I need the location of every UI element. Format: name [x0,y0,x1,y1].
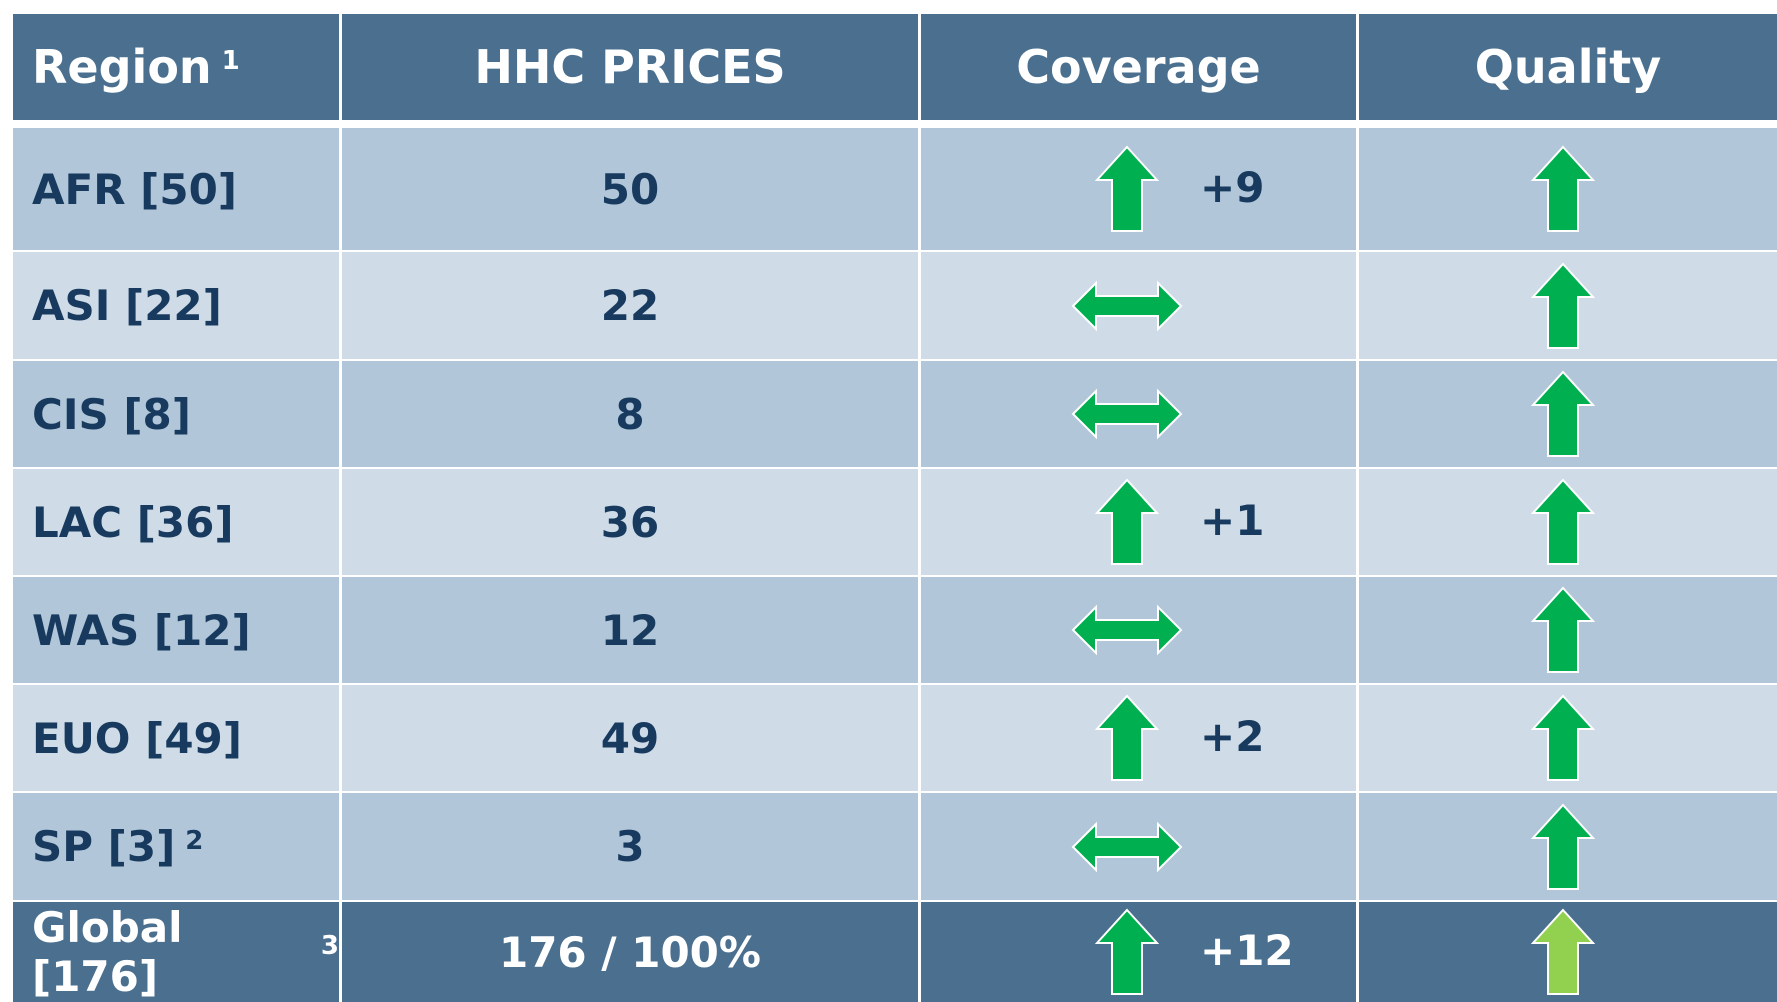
up-arrow [1531,803,1595,890]
up-arrow [1531,145,1595,232]
price-cell: 22 [342,252,918,359]
price-value: 176 / 100% [498,927,761,977]
region-name: CIS [8] [32,389,191,439]
coverage-change: +1 [1200,496,1265,545]
region-name: AFR [50] [32,164,237,214]
arrow-shape [1071,604,1183,656]
up-arrow [1531,478,1595,565]
price-cell: 36 [342,469,918,575]
up-arrow [1531,694,1595,781]
up-arrow [1531,262,1595,349]
arrow-shape [1095,694,1159,781]
arrow-shape [1071,280,1183,331]
region-name: Global [176] [32,903,183,1001]
header-cell: HHC PRICES [342,14,918,120]
arrow-shape [1531,586,1595,673]
header-text: Coverage [1016,40,1261,94]
region-cell: CIS [8] [13,361,339,467]
up-arrow [1095,694,1159,781]
price-cell: 50 [342,128,918,250]
arrow-shape [1531,145,1595,232]
region-name: LAC [36] [32,497,234,547]
price-value: 12 [600,605,660,655]
region-cell: EUO [49] [13,685,339,791]
up-arrow [1095,145,1159,232]
arrow-shape [1531,262,1595,349]
region-cell: SP [3] 2 [13,793,339,900]
arrow-shape [1095,478,1159,565]
footnote-mark: 3 [320,931,339,961]
price-value: 8 [615,389,645,439]
region-cell: Global [176] 3 [13,902,339,1002]
region-name: ASI [22] [32,281,222,330]
header-text: Quality [1474,40,1662,94]
price-value: 49 [600,713,660,763]
arrow-shape [1071,388,1183,440]
footnote-mark: 2 [185,825,204,856]
arrow-shape [1071,821,1183,872]
region-cell: AFR [50] [13,128,339,250]
flat-arrow [1071,604,1183,656]
header-cell: Quality [1359,14,1777,120]
region-cell: LAC [36] [13,469,339,575]
header-text: HHC PRICES [474,40,786,94]
header-cell: Region 1 [13,14,339,120]
footnote-mark: 1 [221,46,240,76]
flat-arrow [1071,388,1183,440]
up-arrow [1095,908,1159,995]
up-arrow [1531,586,1595,673]
coverage-change: +9 [1200,163,1265,212]
region-name: EUO [49] [32,713,242,763]
up-arrow [1095,478,1159,565]
region-cell: WAS [12] [13,577,339,683]
price-cell: 8 [342,361,918,467]
arrow-shape [1531,803,1595,890]
arrow-shape [1531,694,1595,781]
price-cell: 49 [342,685,918,791]
coverage-change: +2 [1200,712,1265,761]
price-value: 36 [600,497,660,547]
up-arrow [1531,908,1595,995]
up-arrow [1531,370,1595,457]
arrow-shape [1531,478,1595,565]
region-name: SP [3] [32,822,176,871]
region-name: WAS [12] [32,605,251,655]
coverage-change: +12 [1200,926,1294,975]
header-text: Region [32,40,212,94]
arrow-shape [1095,145,1159,232]
price-cell: 3 [342,793,918,900]
header-cell: Coverage [921,14,1356,120]
flat-arrow [1071,821,1183,872]
price-cell: 176 / 100% [342,902,918,1002]
price-value: 50 [600,164,660,214]
arrow-shape [1531,370,1595,457]
region-cell: ASI [22] [13,252,339,359]
flat-arrow [1071,280,1183,331]
price-value: 22 [600,281,660,330]
arrow-shape [1531,908,1595,995]
arrow-shape [1095,908,1159,995]
price-value: 3 [615,822,645,871]
price-cell: 12 [342,577,918,683]
